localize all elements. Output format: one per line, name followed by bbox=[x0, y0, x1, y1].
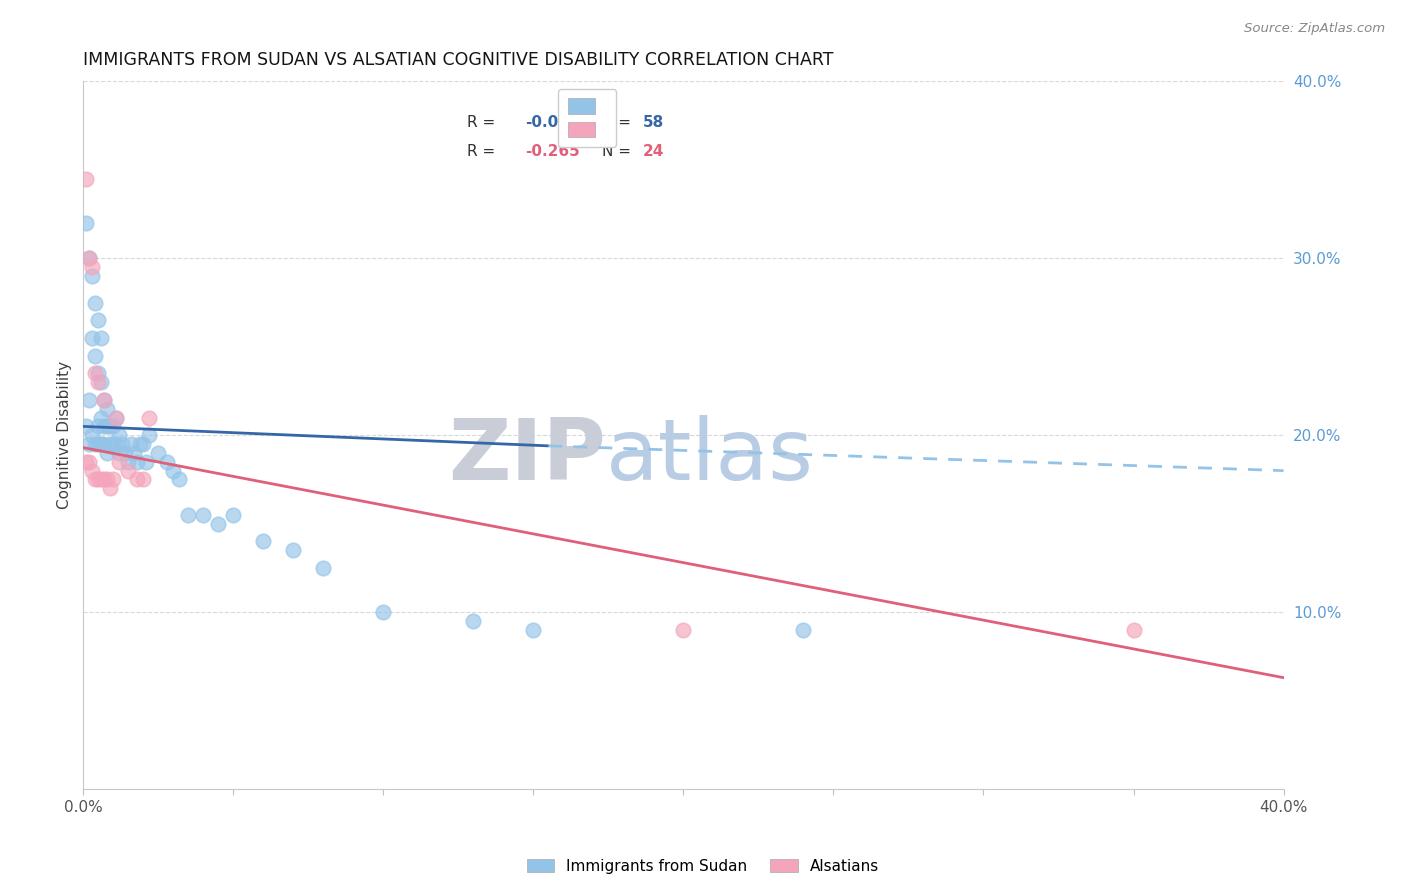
Point bbox=[75, 455, 97, 469]
Point bbox=[82, 464, 104, 478]
Point bbox=[75, 419, 97, 434]
Point bbox=[96, 446, 118, 460]
Point bbox=[75, 171, 97, 186]
Point bbox=[105, 437, 128, 451]
Text: ZIP: ZIP bbox=[447, 415, 606, 498]
Point bbox=[127, 455, 149, 469]
Point bbox=[79, 455, 101, 469]
Point bbox=[463, 614, 485, 628]
Point bbox=[148, 446, 170, 460]
Text: 58: 58 bbox=[643, 115, 664, 130]
Text: R =: R = bbox=[467, 115, 501, 130]
Point bbox=[87, 419, 110, 434]
Point bbox=[312, 561, 335, 575]
Point bbox=[98, 481, 121, 495]
Point bbox=[84, 473, 107, 487]
Text: Source: ZipAtlas.com: Source: ZipAtlas.com bbox=[1244, 22, 1385, 36]
Point bbox=[90, 410, 112, 425]
Point bbox=[103, 419, 125, 434]
Point bbox=[75, 216, 97, 230]
Point bbox=[129, 437, 152, 451]
Point bbox=[108, 455, 131, 469]
Text: N =: N = bbox=[602, 144, 636, 159]
Point bbox=[87, 313, 110, 327]
Point bbox=[96, 473, 118, 487]
Point bbox=[222, 508, 245, 522]
Legend: , : , bbox=[558, 89, 616, 147]
Text: IMMIGRANTS FROM SUDAN VS ALSATIAN COGNITIVE DISABILITY CORRELATION CHART: IMMIGRANTS FROM SUDAN VS ALSATIAN COGNIT… bbox=[83, 51, 834, 69]
Point bbox=[127, 473, 149, 487]
Point bbox=[96, 419, 118, 434]
Legend: Immigrants from Sudan, Alsatians: Immigrants from Sudan, Alsatians bbox=[520, 853, 886, 880]
Point bbox=[792, 623, 814, 637]
Point bbox=[108, 446, 131, 460]
Point bbox=[672, 623, 695, 637]
Point bbox=[87, 375, 110, 389]
Point bbox=[117, 464, 139, 478]
Point bbox=[93, 473, 115, 487]
Point bbox=[373, 605, 395, 619]
Point bbox=[138, 410, 160, 425]
Point bbox=[169, 473, 191, 487]
Y-axis label: Cognitive Disability: Cognitive Disability bbox=[58, 361, 72, 509]
Point bbox=[84, 349, 107, 363]
Point bbox=[84, 437, 107, 451]
Point bbox=[522, 623, 544, 637]
Point bbox=[114, 446, 136, 460]
Point bbox=[252, 534, 274, 549]
Point bbox=[79, 437, 101, 451]
Point bbox=[124, 446, 146, 460]
Point bbox=[82, 268, 104, 283]
Text: atlas: atlas bbox=[606, 415, 814, 498]
Point bbox=[90, 331, 112, 345]
Point bbox=[193, 508, 215, 522]
Point bbox=[132, 437, 155, 451]
Point bbox=[105, 410, 128, 425]
Point bbox=[207, 516, 229, 531]
Point bbox=[79, 252, 101, 266]
Point bbox=[117, 455, 139, 469]
Text: 24: 24 bbox=[643, 144, 664, 159]
Point bbox=[105, 410, 128, 425]
Text: N =: N = bbox=[602, 115, 636, 130]
Point bbox=[87, 473, 110, 487]
Point bbox=[93, 392, 115, 407]
Text: -0.048: -0.048 bbox=[524, 115, 579, 130]
Point bbox=[120, 437, 142, 451]
Point bbox=[93, 419, 115, 434]
Point bbox=[98, 437, 121, 451]
Point bbox=[90, 375, 112, 389]
Point bbox=[103, 473, 125, 487]
Point bbox=[82, 428, 104, 442]
Point bbox=[98, 419, 121, 434]
Point bbox=[132, 473, 155, 487]
Point bbox=[79, 392, 101, 407]
Point bbox=[84, 295, 107, 310]
Point bbox=[156, 455, 179, 469]
Point bbox=[1122, 623, 1144, 637]
Point bbox=[177, 508, 200, 522]
Text: -0.265: -0.265 bbox=[524, 144, 579, 159]
Point bbox=[90, 437, 112, 451]
Point bbox=[162, 464, 184, 478]
Point bbox=[283, 543, 305, 558]
Point bbox=[82, 331, 104, 345]
Text: R =: R = bbox=[467, 144, 501, 159]
Point bbox=[93, 437, 115, 451]
Point bbox=[82, 260, 104, 274]
Point bbox=[96, 401, 118, 416]
Point bbox=[87, 367, 110, 381]
Point bbox=[111, 437, 134, 451]
Point bbox=[79, 252, 101, 266]
Point bbox=[108, 428, 131, 442]
Point bbox=[84, 367, 107, 381]
Point bbox=[135, 455, 157, 469]
Point bbox=[103, 437, 125, 451]
Point bbox=[90, 473, 112, 487]
Point bbox=[87, 437, 110, 451]
Point bbox=[138, 428, 160, 442]
Point bbox=[93, 392, 115, 407]
